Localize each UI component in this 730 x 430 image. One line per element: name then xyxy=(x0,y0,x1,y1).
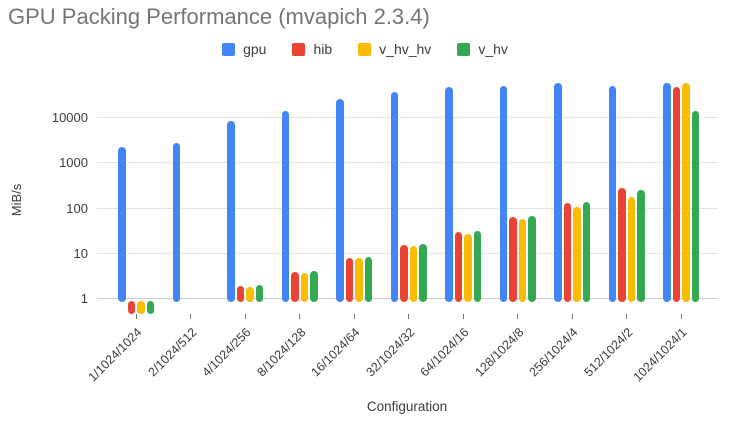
gridline-10000 xyxy=(97,117,718,119)
x-tick xyxy=(462,314,464,319)
bar-gpu-512/1024/2[interactable] xyxy=(608,85,616,302)
bar-v_hv_hv-64/1024/16[interactable] xyxy=(464,234,472,302)
bar-v_hv-256/1024/4[interactable] xyxy=(582,202,590,302)
legend-item-gpu: gpu xyxy=(222,41,266,57)
bar-hib-16/1024/64[interactable] xyxy=(345,257,353,302)
legend-item-hib: hib xyxy=(292,41,332,57)
x-axis-title: Configuration xyxy=(366,399,448,414)
gridline-1 xyxy=(97,298,718,299)
bar-v_hv_hv-32/1024/32[interactable] xyxy=(409,246,417,302)
plot-area xyxy=(97,75,718,314)
bar-v_hv-1024/1024/1[interactable] xyxy=(691,111,699,302)
bar-hib-1/1024/1024[interactable] xyxy=(127,300,135,314)
legend-item-v_hv_hv: v_hv_hv xyxy=(358,41,431,57)
bar-v_hv_hv-1024/1024/1[interactable] xyxy=(682,83,690,302)
y-tick-label-1: 1 xyxy=(80,291,88,306)
bar-v_hv-8/1024/128[interactable] xyxy=(310,271,318,302)
x-tick xyxy=(353,314,355,319)
bar-v_hv-128/1024/8[interactable] xyxy=(528,216,536,302)
bar-hib-32/1024/32[interactable] xyxy=(400,244,408,302)
bar-v_hv_hv-128/1024/8[interactable] xyxy=(518,219,526,302)
legend-label: v_hv xyxy=(478,41,508,57)
bar-hib-128/1024/8[interactable] xyxy=(509,216,517,302)
bar-gpu-2/1024/512[interactable] xyxy=(172,142,180,302)
bar-v_hv_hv-512/1024/2[interactable] xyxy=(627,197,635,302)
x-tick xyxy=(299,314,300,319)
gridline-1000 xyxy=(97,162,718,164)
y-axis-title: MiB/s xyxy=(9,183,24,217)
bar-hib-1024/1024/1[interactable] xyxy=(672,87,680,302)
legend: gpu hib v_hv_hv v_hv xyxy=(0,41,730,57)
bar-gpu-64/1024/16[interactable] xyxy=(445,87,453,302)
legend-swatch-v_hv_hv xyxy=(358,42,372,56)
bar-v_hv_hv-4/1024/256[interactable] xyxy=(246,287,254,302)
bar-hib-512/1024/2[interactable] xyxy=(618,188,626,302)
bar-v_hv-32/1024/32[interactable] xyxy=(419,243,427,302)
x-tick xyxy=(135,314,137,319)
x-tick xyxy=(680,314,682,319)
gridline-10 xyxy=(97,252,718,254)
x-tick xyxy=(190,314,191,319)
bar-v_hv_hv-8/1024/128[interactable] xyxy=(300,272,308,302)
bar-v_hv-512/1024/2[interactable] xyxy=(637,190,645,302)
bar-gpu-16/1024/64[interactable] xyxy=(336,99,344,302)
legend-label: v_hv_hv xyxy=(379,41,432,57)
y-tick-label-100: 100 xyxy=(66,200,88,216)
gridline-100 xyxy=(97,207,718,209)
legend-item-v_hv: v_hv xyxy=(457,41,508,57)
y-tick-label-10000: 10000 xyxy=(51,110,88,126)
bar-gpu-4/1024/256[interactable] xyxy=(227,120,235,302)
bar-hib-8/1024/128[interactable] xyxy=(291,272,299,302)
legend-swatch-gpu xyxy=(222,42,236,56)
bar-gpu-8/1024/128[interactable] xyxy=(281,111,289,302)
bar-v_hv-16/1024/64[interactable] xyxy=(364,256,372,302)
legend-swatch-hib xyxy=(292,42,306,56)
bar-hib-4/1024/256[interactable] xyxy=(236,286,244,302)
bar-gpu-128/1024/8[interactable] xyxy=(499,86,507,302)
bar-v_hv-64/1024/16[interactable] xyxy=(473,231,481,302)
x-tick xyxy=(626,314,627,319)
bar-gpu-256/1024/4[interactable] xyxy=(554,83,562,302)
legend-swatch-v_hv xyxy=(457,42,471,56)
x-tick xyxy=(244,314,246,319)
bar-hib-256/1024/4[interactable] xyxy=(563,203,571,302)
x-tick xyxy=(571,314,573,319)
bar-v_hv-4/1024/256[interactable] xyxy=(255,285,263,302)
bar-v_hv-1/1024/1024[interactable] xyxy=(146,300,154,314)
chart-title: GPU Packing Performance (mvapich 2.3.4) xyxy=(8,4,430,29)
bar-gpu-1/1024/1024[interactable] xyxy=(118,146,126,302)
legend-label: hib xyxy=(313,41,333,57)
legend-label: gpu xyxy=(243,41,267,57)
bar-gpu-32/1024/32[interactable] xyxy=(390,92,398,302)
bar-v_hv_hv-16/1024/64[interactable] xyxy=(355,258,363,302)
y-tick-label-1000: 1000 xyxy=(59,155,88,171)
bar-hib-64/1024/16[interactable] xyxy=(454,231,462,302)
x-tick xyxy=(517,314,518,319)
y-tick-label-10: 10 xyxy=(73,245,88,261)
x-tick xyxy=(408,314,409,319)
bar-v_hv_hv-256/1024/4[interactable] xyxy=(573,207,581,302)
bar-gpu-1024/1024/1[interactable] xyxy=(663,82,671,302)
bar-v_hv_hv-1/1024/1024[interactable] xyxy=(137,300,145,314)
